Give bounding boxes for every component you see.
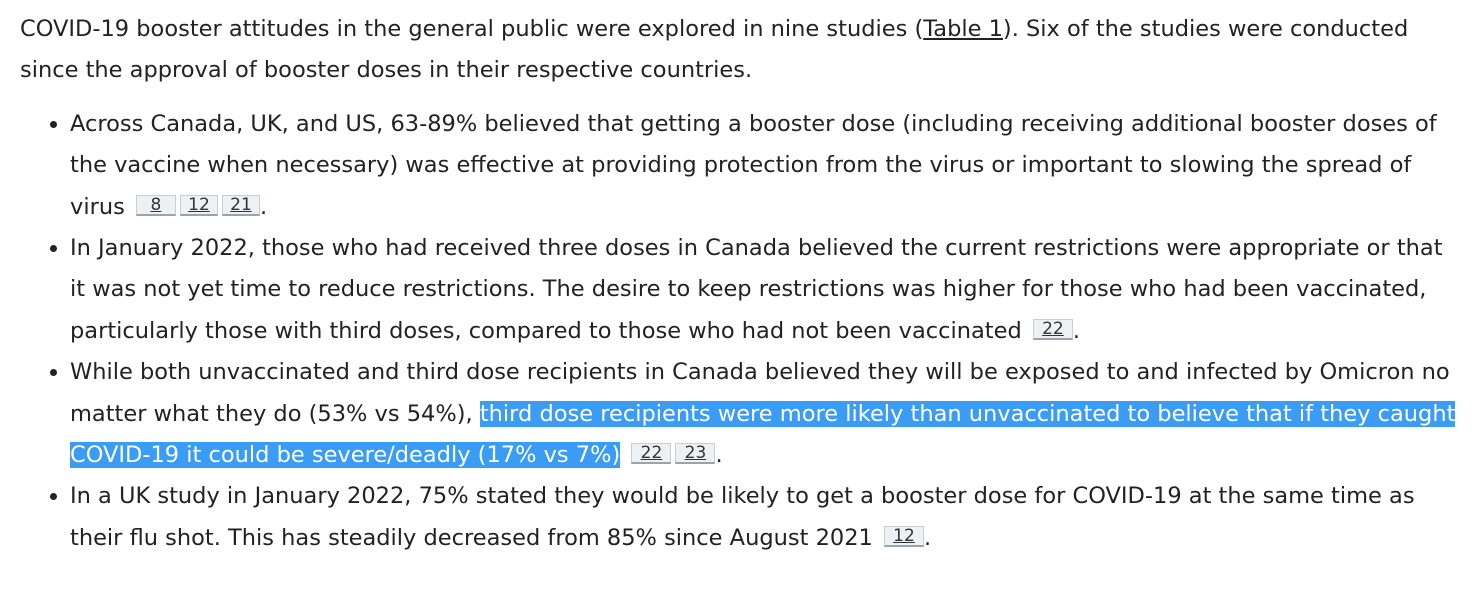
finding-text: Across Canada, UK, and US, 63-89% believ…: [70, 110, 1437, 220]
finding-end: .: [259, 193, 268, 220]
list-item: In a UK study in January 2022, 75% state…: [70, 476, 1462, 559]
intro-text-after: ). Six of the studies were conducted sin…: [20, 16, 1409, 84]
finding-end: .: [715, 442, 723, 469]
finding-end: .: [1072, 317, 1081, 344]
list-item: Across Canada, UK, and US, 63-89% believ…: [70, 104, 1462, 228]
citation-link[interactable]: 22: [631, 443, 672, 465]
citation-link[interactable]: 12: [883, 525, 924, 547]
finding-text: In a UK study in January 2022, 75% state…: [70, 483, 1415, 551]
finding-end: .: [923, 524, 932, 551]
finding-text: While both unvaccinated and third dose r…: [70, 359, 1450, 427]
article-body: COVID-19 booster attitudes in the genera…: [0, 0, 1482, 559]
finding-text: In January 2022, those who had received …: [70, 235, 1443, 344]
citation-link[interactable]: 22: [1032, 318, 1073, 340]
intro-text-before: COVID-19 booster attitudes in the genera…: [20, 16, 924, 42]
citation-link[interactable]: 23: [675, 443, 716, 465]
list-item: While both unvaccinated and third dose r…: [70, 352, 1462, 476]
citation-link[interactable]: 21: [221, 194, 260, 216]
table-1-link[interactable]: Table 1: [923, 16, 1003, 42]
intro-paragraph: COVID-19 booster attitudes in the genera…: [20, 9, 1462, 92]
citation-link[interactable]: 12: [179, 194, 218, 216]
list-item: In January 2022, those who had received …: [70, 228, 1462, 352]
citation-link[interactable]: 8: [135, 194, 176, 216]
findings-list: Across Canada, UK, and US, 63-89% believ…: [20, 104, 1462, 559]
